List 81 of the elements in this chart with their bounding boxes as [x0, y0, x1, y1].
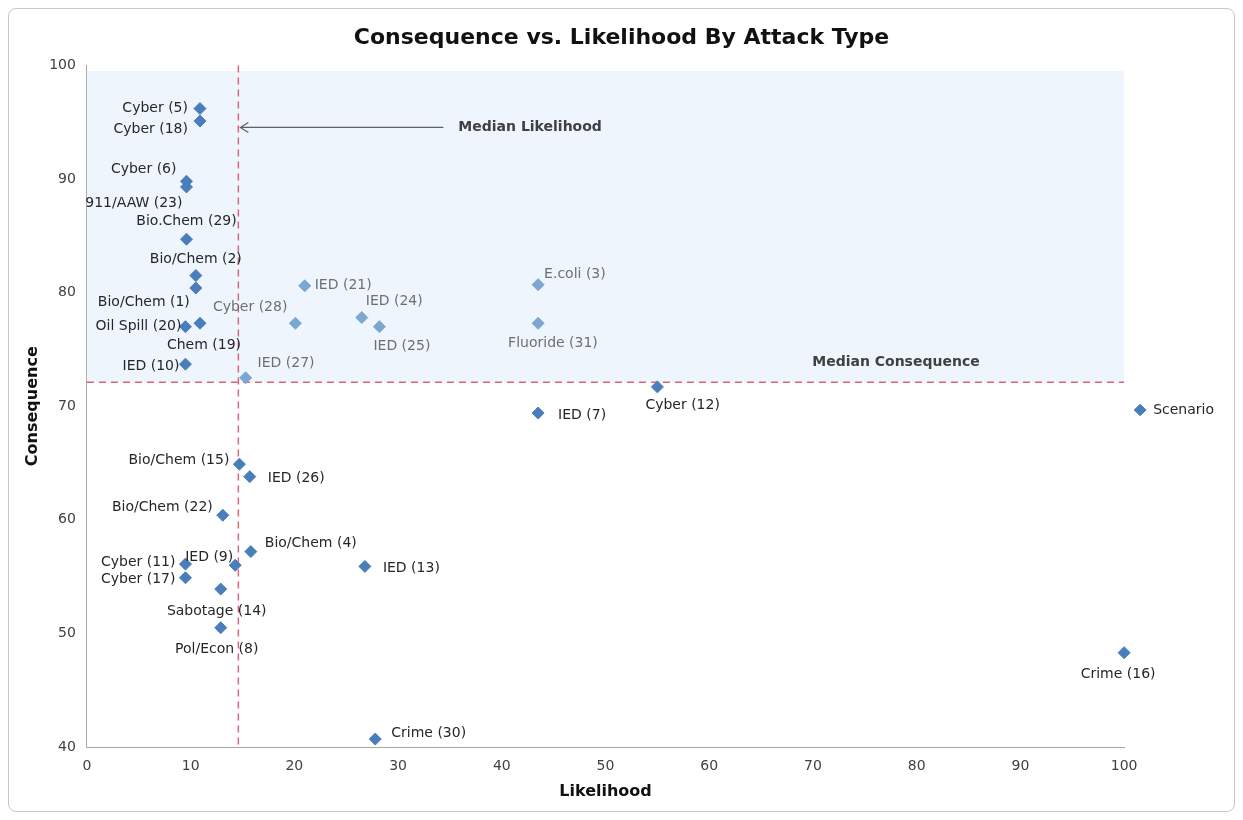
point: [193, 102, 207, 116]
annotation: Pol/Econ (8): [175, 640, 259, 657]
point: [189, 281, 203, 295]
point: [650, 380, 664, 394]
annotation: Cyber (6): [110, 159, 177, 176]
point: [372, 320, 386, 334]
annotation: Crime (16): [1080, 665, 1156, 682]
annotation: IED (21): [314, 276, 372, 293]
annotation: IED (27): [257, 354, 315, 371]
annotation: Cyber (18): [113, 119, 188, 136]
y-axis-title: Consequence: [21, 346, 41, 467]
point: [178, 571, 192, 585]
y-tick-label: 60: [58, 510, 76, 527]
point: [288, 316, 302, 330]
ref-line-label: Median Consequence: [812, 352, 980, 369]
annotation: Bio/Chem (4): [264, 534, 357, 551]
point: [180, 232, 193, 246]
annotation: Chem (19): [166, 335, 242, 352]
x-tick-label: 40: [492, 757, 511, 774]
legend-label: Scenario: [1153, 400, 1215, 417]
point: [193, 114, 207, 128]
x-tick-label: 80: [907, 757, 926, 774]
annotation: IED (25): [373, 337, 431, 354]
y-tick-label: 40: [58, 737, 76, 754]
point: [368, 732, 382, 746]
annotation: Sabotage (14): [166, 601, 267, 618]
y-tick-label: 50: [58, 624, 76, 641]
point: [298, 279, 312, 293]
annotation: IED (10): [122, 356, 180, 373]
point: [1117, 646, 1131, 660]
annotation: IED (7): [558, 405, 607, 422]
y-tick-label: 90: [58, 169, 76, 186]
point: [232, 457, 246, 471]
y-tick-label: 100: [49, 56, 76, 73]
x-tick-label: 60: [700, 757, 719, 774]
x-tick-label: 90: [1011, 757, 1030, 774]
x-tick-label: 70: [804, 757, 822, 774]
annotation: Oil Spill (20): [95, 317, 182, 334]
x-axis-title: Likelihood: [559, 780, 652, 800]
point: [214, 621, 228, 635]
y-tick-label: 70: [58, 396, 76, 413]
annotation: E.coli (3): [544, 265, 606, 282]
point: [243, 470, 257, 484]
annotation: Bio/Chem (1): [97, 292, 190, 309]
point: [358, 559, 372, 573]
annotation: Bio/Chem (15): [128, 450, 230, 467]
annotation: Fluoride (31): [508, 333, 598, 350]
ref-line-label: Median Likelihood: [458, 118, 602, 135]
point: [216, 508, 230, 522]
point: [531, 278, 545, 292]
point: [239, 371, 253, 385]
annotation: IED (24): [365, 292, 423, 309]
point: [189, 269, 203, 283]
point: [531, 316, 545, 330]
annotation: Cyber (11): [100, 552, 176, 569]
x-tick-label: 100: [1110, 757, 1138, 774]
x-tick-label: 20: [285, 757, 304, 774]
annotation: Bio/Chem (2): [149, 250, 242, 267]
point: [178, 357, 192, 371]
annotation: IED (13): [382, 559, 440, 576]
x-tick-label: 30: [389, 757, 407, 774]
y-tick-label: 80: [58, 283, 76, 300]
x-tick-label: 0: [82, 757, 92, 774]
point: [531, 406, 545, 420]
annotation: Crime (30): [391, 723, 467, 740]
annotation: Cyber (28): [212, 297, 288, 314]
annotation: 911/AAW (23): [85, 193, 183, 210]
chart-title: Consequence vs. Likelihood By Attack Type: [353, 23, 890, 49]
annotation: Bio/Chem (22): [111, 497, 213, 514]
point: [193, 316, 207, 330]
annotation: IED (26): [267, 469, 325, 486]
point: [214, 582, 228, 596]
x-tick-label: 10: [181, 757, 200, 774]
annotation: Cyber (5): [122, 99, 188, 116]
annotation: Cyber (17): [100, 570, 176, 587]
annotation: Bio.Chem (29): [136, 211, 237, 228]
point: [244, 545, 258, 559]
x-tick-label: 50: [596, 757, 615, 774]
annotation: Cyber (12): [645, 395, 720, 412]
annotation: IED (9): [185, 547, 234, 564]
point: [355, 311, 369, 325]
